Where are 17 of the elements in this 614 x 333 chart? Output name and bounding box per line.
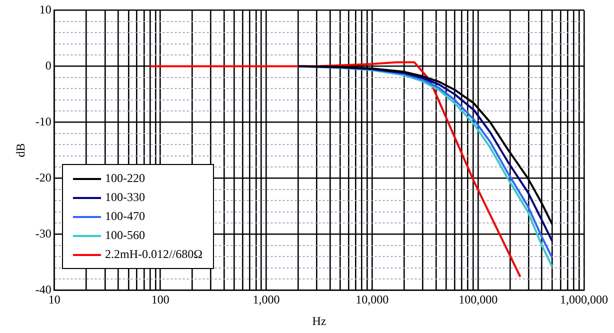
x-axis-title: Hz: [312, 314, 326, 328]
legend-label: 100-560: [105, 228, 145, 243]
x-tick-label: 100: [151, 292, 170, 307]
x-tick-label: 1,000,000: [560, 292, 608, 307]
x-tick-label: 100,000: [458, 292, 498, 307]
y-tick-label: -30: [35, 226, 52, 240]
y-tick-label: -20: [35, 170, 52, 184]
legend-label: 2.2mH-0.012//680Ω: [105, 247, 203, 262]
x-tick-label: 10,000: [356, 292, 389, 307]
y-tick-label: 10: [39, 2, 52, 16]
legend-label: 100-220: [105, 171, 145, 186]
legend-label: 100-470: [105, 209, 145, 224]
x-tick-label: 1,000: [252, 292, 280, 307]
y-axis-title: dB: [13, 143, 28, 158]
legend-label: 100-330: [105, 190, 145, 205]
y-tick-label: -10: [35, 114, 52, 128]
y-tick-label: 0: [45, 58, 52, 72]
